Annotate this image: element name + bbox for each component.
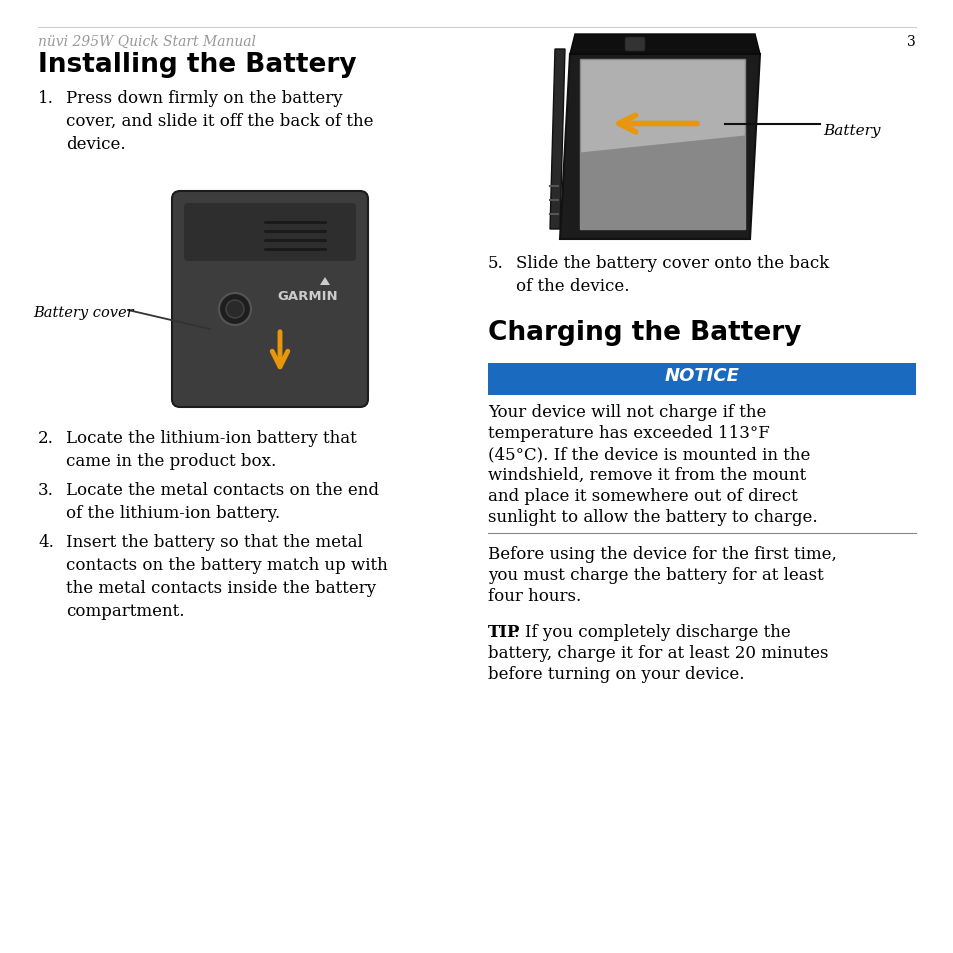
Text: Installing the Battery: Installing the Battery (38, 52, 356, 78)
Text: : If you completely discharge the: : If you completely discharge the (514, 623, 790, 640)
Text: temperature has exceeded 113°F: temperature has exceeded 113°F (488, 424, 769, 441)
Text: NOTICE: NOTICE (664, 367, 739, 385)
FancyBboxPatch shape (184, 204, 355, 262)
Text: Charging the Battery: Charging the Battery (488, 319, 801, 346)
Text: nüvi 295W Quick Start Manual: nüvi 295W Quick Start Manual (38, 35, 255, 49)
Polygon shape (559, 55, 760, 240)
Text: 2.: 2. (38, 430, 53, 447)
Text: 3.: 3. (38, 481, 53, 498)
Text: (45°C). If the device is mounted in the: (45°C). If the device is mounted in the (488, 446, 809, 462)
Text: 5.: 5. (488, 254, 503, 272)
Text: TIP: TIP (488, 623, 519, 640)
FancyBboxPatch shape (488, 364, 915, 395)
Circle shape (226, 301, 244, 318)
Text: and place it somewhere out of direct: and place it somewhere out of direct (488, 488, 797, 504)
Text: 4.: 4. (38, 534, 53, 551)
Text: battery, charge it for at least 20 minutes: battery, charge it for at least 20 minut… (488, 644, 827, 661)
Text: before turning on your device.: before turning on your device. (488, 665, 743, 682)
FancyBboxPatch shape (172, 192, 368, 408)
Text: GARMIN: GARMIN (277, 289, 338, 302)
Text: Slide the battery cover onto the back
of the device.: Slide the battery cover onto the back of… (516, 254, 828, 294)
Text: windshield, remove it from the mount: windshield, remove it from the mount (488, 467, 805, 483)
Text: Press down firmly on the battery
cover, and slide it off the back of the
device.: Press down firmly on the battery cover, … (66, 90, 374, 152)
Text: Your device will not charge if the: Your device will not charge if the (488, 403, 765, 420)
Text: Battery: Battery (822, 123, 880, 137)
Text: Locate the lithium-ion battery that
came in the product box.: Locate the lithium-ion battery that came… (66, 430, 356, 470)
Text: four hours.: four hours. (488, 587, 580, 604)
Polygon shape (579, 136, 744, 230)
Polygon shape (579, 60, 744, 230)
Text: 1.: 1. (38, 90, 53, 107)
Text: 3: 3 (906, 35, 915, 49)
Text: sunlight to allow the battery to charge.: sunlight to allow the battery to charge. (488, 509, 817, 525)
Text: Battery cover: Battery cover (33, 306, 133, 319)
Text: you must charge the battery for at least: you must charge the battery for at least (488, 566, 822, 583)
Polygon shape (319, 277, 330, 286)
FancyBboxPatch shape (624, 38, 644, 52)
Polygon shape (550, 50, 564, 230)
Text: Before using the device for the first time,: Before using the device for the first ti… (488, 545, 836, 562)
Text: Insert the battery so that the metal
contacts on the battery match up with
the m: Insert the battery so that the metal con… (66, 534, 387, 618)
Text: Locate the metal contacts on the end
of the lithium-ion battery.: Locate the metal contacts on the end of … (66, 481, 378, 521)
Polygon shape (569, 35, 760, 55)
Circle shape (219, 294, 251, 326)
